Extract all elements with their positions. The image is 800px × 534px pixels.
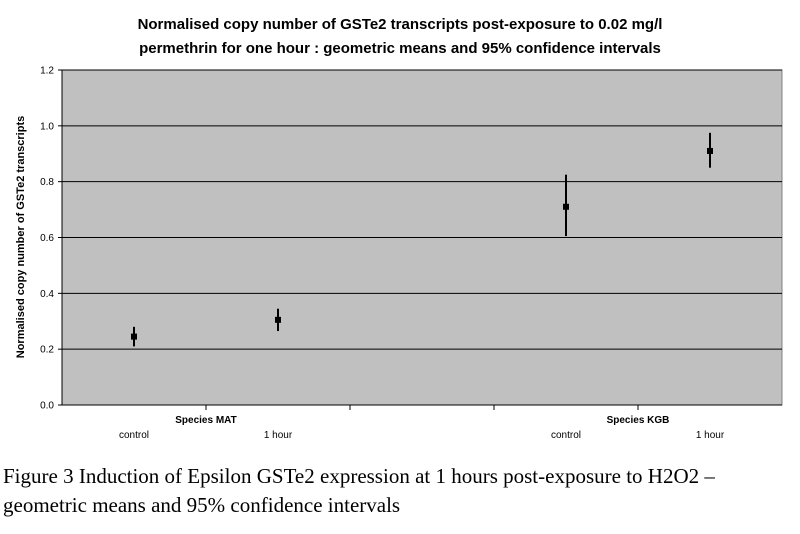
x-category-label: 1 hour [264, 430, 293, 441]
y-tick-label: 0.0 [40, 401, 54, 412]
y-tick-label: 0.2 [40, 345, 54, 356]
y-tick-label: 0.4 [40, 289, 54, 300]
x-category-label: 1 hour [696, 430, 725, 441]
figure-caption: Figure 3 Induction of Epsilon GSTe2 expr… [3, 464, 715, 517]
x-category-label: control [551, 430, 581, 441]
chart-title-line-2: permethrin for one hour : geometric mean… [139, 40, 661, 57]
y-tick-label: 0.6 [40, 233, 54, 244]
chart-svg: Normalised copy number of GSTe2 transcri… [15, 16, 783, 441]
y-tick-label: 1.0 [40, 121, 54, 132]
x-group-label: Species KGB [607, 415, 670, 426]
mean-marker [131, 333, 137, 340]
x-category-label: control [119, 430, 149, 441]
y-tick-label: 1.2 [40, 66, 54, 77]
mean-marker [275, 316, 281, 323]
x-group-label: Species MAT [175, 415, 237, 426]
mean-marker [563, 203, 569, 210]
y-tick-label: 0.8 [40, 177, 54, 188]
chart-area: Normalised copy number of GSTe2 transcri… [15, 16, 783, 441]
plot-layer: 0.0 0.2 0.4 0.6 0.8 1.0 1.2 Species MAT control 1… [40, 66, 783, 441]
chart-title-line-1: Normalised copy number of GSTe2 transcri… [138, 16, 663, 33]
mean-marker [707, 147, 713, 154]
y-axis-label: Normalised copy number of GSTe2 transcri… [15, 116, 27, 358]
